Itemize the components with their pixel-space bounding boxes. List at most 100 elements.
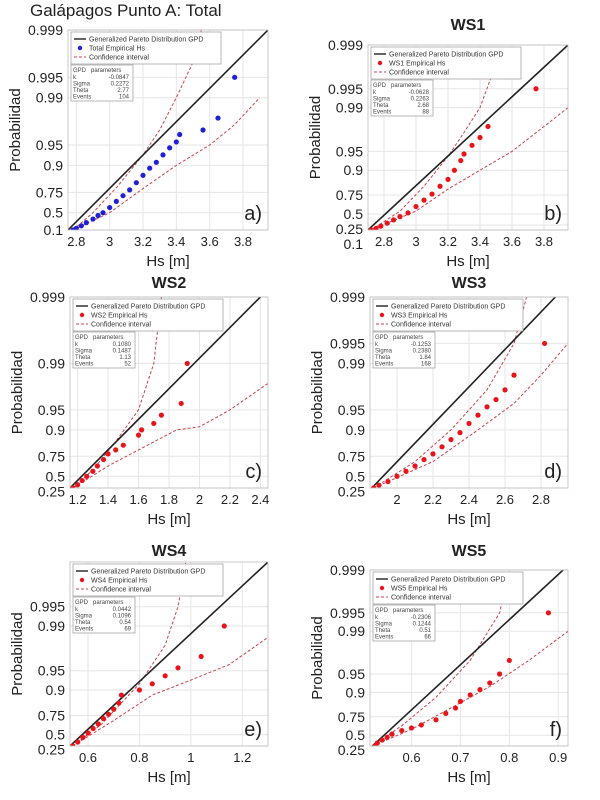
param-value: 0.0442 (113, 607, 132, 613)
y-axis-label: Probabilidad (309, 351, 326, 434)
empirical-point (433, 717, 439, 723)
ci-lower-line (371, 107, 568, 230)
param-value: 0.2263 (411, 97, 430, 103)
param-value: 2.77 (117, 88, 129, 94)
x-tick-label: 2.8 (67, 234, 85, 249)
empirical-point (466, 420, 472, 427)
y-tick-label: 0.95 (38, 663, 65, 679)
param-name: Theta (73, 88, 89, 94)
params-header-label: parameters (393, 335, 423, 341)
x-tick-label: 2.4 (251, 492, 269, 507)
y-tick-label: 0.99 (338, 355, 365, 371)
panel-title: WS3 (452, 275, 487, 292)
empirical-point (127, 187, 133, 193)
x-tick-label: 2.8 (532, 492, 550, 507)
empirical-point (79, 477, 85, 484)
gpd-parameters-box: GPD parameters k -0.0847 Sigma 0.2272 Theta 2.7… (70, 64, 134, 102)
empirical-point (394, 473, 400, 479)
empirical-point (448, 436, 454, 443)
empirical-point (221, 623, 227, 629)
empirical-point (379, 737, 385, 743)
axes-box (367, 44, 569, 231)
legend: Generalized Pareto Distribution GPD WS4 E… (72, 563, 224, 597)
y-tick-label: 0.999 (28, 22, 63, 38)
empirical-point (487, 680, 493, 686)
panel-b: 2.8 3 3.2 3.4 3.6 3.8 0.999 0.995 0.99 0.95 0.9 0.7… (307, 17, 569, 270)
y-tick-label: 0.995 (330, 335, 365, 351)
legend: Generalized Pareto Distribution GPD WS3 E… (372, 298, 524, 332)
empirical-point (175, 665, 181, 671)
empirical-point (178, 400, 184, 407)
empirical-point (457, 698, 464, 704)
ci-lower-line (72, 636, 268, 746)
param-value: 0.1080 (113, 342, 132, 348)
x-tick-label: 3 (412, 234, 419, 249)
params-box (372, 604, 436, 642)
ci-upper-line (72, 30, 202, 230)
params-header-label: parameters (93, 335, 123, 341)
y-tick-label: 0.75 (336, 187, 363, 203)
param-name: Theta (75, 620, 91, 626)
param-value: 88 (422, 110, 429, 116)
ci-upper-line (72, 297, 162, 488)
empirical-point (84, 473, 90, 479)
x-tick-label: 0.9 (549, 750, 567, 765)
ci-lower-line (372, 630, 568, 746)
legend-entry: Generalized Pareto Distribution GPD (389, 52, 503, 59)
empirical-point (200, 127, 206, 133)
axes-box (369, 296, 569, 489)
x-tick-label: 3 (106, 234, 113, 249)
empirical-point (475, 412, 481, 418)
panel-title: WS1 (451, 17, 486, 34)
empirical-point (160, 152, 166, 158)
x-tick-label: 2 (196, 492, 203, 507)
params-box (372, 331, 436, 369)
legend-point-swatch (79, 312, 85, 318)
y-axis-label: Probabilidad (7, 88, 24, 171)
empirical-point (421, 197, 427, 203)
empirical-point (506, 657, 512, 664)
legend-point-swatch (379, 585, 385, 591)
empirical-point (111, 706, 117, 712)
empirical-point (120, 193, 126, 199)
param-value: 1.84 (419, 355, 431, 361)
x-tick-label: 1.2 (69, 492, 87, 507)
legend-entry: WS3 Empirical Hs (391, 313, 448, 320)
param-name: Events (75, 627, 93, 633)
param-value: 0.54 (119, 620, 131, 626)
x-tick-label: 1.2 (233, 750, 251, 765)
x-tick-label: 0.6 (403, 750, 421, 765)
params-header-label: GPD (373, 83, 387, 89)
param-value: 2.68 (417, 103, 429, 109)
empirical-point (533, 86, 539, 92)
empirical-point (458, 157, 464, 164)
param-value: 0.51 (419, 628, 431, 634)
y-tick-label: 0.5 (346, 727, 366, 743)
param-name: Events (375, 362, 393, 368)
x-tick-label: 2 (393, 492, 400, 507)
x-tick-label: 2.6 (496, 492, 514, 507)
y-tick-label: 0.995 (30, 599, 65, 615)
param-name: Theta (375, 355, 391, 361)
y-tick-label: 0.5 (46, 727, 66, 743)
empirical-point (469, 142, 475, 148)
y-tick-label: 0.9 (46, 682, 66, 698)
param-value: 66 (424, 635, 431, 641)
gpd-parameters-box: GPD parameters k -0.1253 Sigma 0.2380 Theta 1.8… (372, 331, 436, 369)
empirical-point (100, 210, 106, 216)
param-name: Sigma (75, 349, 93, 355)
empirical-point (73, 225, 79, 230)
param-value: 0.1096 (113, 614, 132, 620)
empirical-point (105, 711, 112, 717)
empirical-point (83, 220, 89, 226)
y-tick-label: 0.75 (338, 448, 365, 464)
empirical-point (484, 404, 490, 410)
plot-area (371, 570, 568, 746)
empirical-point (429, 191, 435, 197)
y-tick-label: 0.95 (36, 137, 63, 153)
x-tick-label: 0.8 (130, 750, 148, 765)
empirical-point (376, 482, 382, 488)
empirical-point (120, 442, 126, 448)
plot-area (68, 30, 268, 230)
gpd-line (371, 297, 556, 488)
